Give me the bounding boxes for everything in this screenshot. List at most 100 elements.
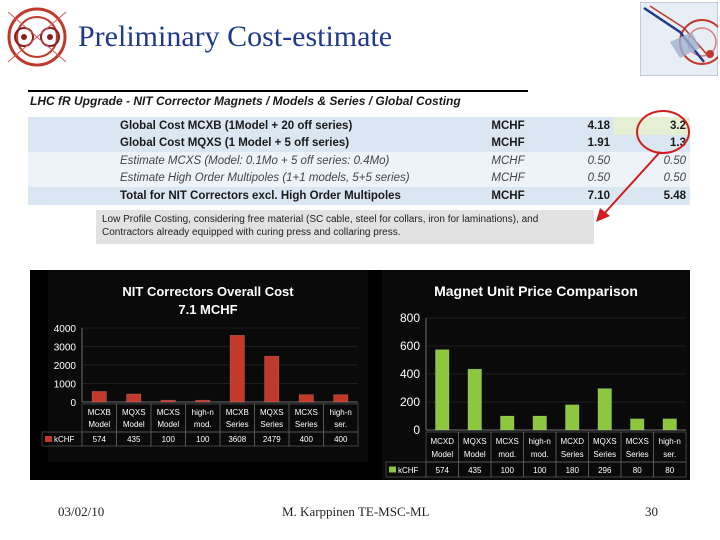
chart1-category-label: MCXS Series bbox=[295, 408, 318, 429]
cern-lhc-logo bbox=[2, 4, 72, 70]
chart2-bar bbox=[500, 415, 515, 431]
chart2-category-label: MCXS mod. bbox=[496, 437, 519, 459]
chart2-y-tick-label: 0 bbox=[413, 423, 420, 437]
chart2-data-label: 574 bbox=[436, 466, 450, 475]
chart2-title: Magnet Unit Price Comparison bbox=[434, 283, 638, 299]
lhc-upgrade-logo bbox=[640, 2, 718, 76]
row-value-1: 0.50 bbox=[538, 152, 614, 170]
chart1-y-tick-label: 4000 bbox=[54, 324, 77, 335]
table-title: LHC fR Upgrade - NIT Corrector Magnets /… bbox=[30, 94, 461, 108]
chart2-table-cell bbox=[653, 461, 687, 478]
chart2-category-label: MQXS Model bbox=[463, 437, 487, 459]
chart1-category-label: high-n mod. bbox=[192, 408, 214, 429]
chart1-category-label: MCXB Series bbox=[226, 408, 249, 429]
chart2-data-label: 80 bbox=[665, 466, 674, 475]
chart2-data-label: 435 bbox=[468, 466, 482, 475]
title-divider bbox=[28, 90, 528, 92]
chart1-bar bbox=[160, 399, 176, 403]
chart2-category-label: high-n ser. bbox=[659, 437, 681, 459]
chart1-category-label: MCXB Model bbox=[88, 408, 111, 429]
chart1-bar bbox=[229, 335, 245, 403]
chart1-y-tick-label: 3000 bbox=[54, 343, 77, 354]
chart2-legend-cell bbox=[385, 461, 427, 478]
row-unit: MCHF bbox=[478, 152, 538, 170]
charts-panel: NIT Correctors Overall Cost 7.1 MCHF 0 1000… bbox=[30, 270, 690, 480]
chart2-bar bbox=[532, 415, 547, 431]
chart2-category-label: MCXD Series bbox=[560, 437, 584, 459]
highlight-ellipse bbox=[636, 110, 690, 154]
chart2-y-tick-label: 600 bbox=[400, 339, 420, 353]
row-value-1: 4.18 bbox=[538, 117, 614, 135]
row-value-2: 5.48 bbox=[614, 187, 690, 205]
chart2-data-label: 100 bbox=[501, 466, 515, 475]
chart1-legend-cell bbox=[41, 431, 83, 447]
chart1-y-tick-label: 2000 bbox=[54, 361, 77, 372]
row-value-1: 0.50 bbox=[538, 169, 614, 187]
chart2-data-label: 80 bbox=[633, 466, 642, 475]
chart2-y-tick-label: 800 bbox=[400, 311, 420, 325]
table-row: Estimate MCXS (Model: 0.1Mo + 5 off seri… bbox=[28, 152, 690, 170]
footer-page-number: 30 bbox=[645, 504, 658, 519]
row-description: Total for NIT Correctors excl. High Orde… bbox=[116, 187, 478, 205]
chart2-bar bbox=[662, 418, 677, 431]
cost-table: Global Cost MCXB (1Model + 20 off series… bbox=[28, 117, 690, 205]
chart2-category-label: MCXD Model bbox=[430, 437, 454, 459]
chart1-legend-swatch bbox=[45, 436, 52, 442]
chart1-y-tick-label: 1000 bbox=[54, 380, 77, 391]
chart2-legend-swatch bbox=[389, 466, 396, 473]
row-description: Global Cost MCXB (1Model + 20 off series… bbox=[116, 117, 478, 135]
chart2-data-label: 180 bbox=[566, 466, 580, 475]
table-row: Global Cost MQXS (1 Model + 5 off series… bbox=[28, 134, 690, 152]
chart1-data-label: 400 bbox=[334, 435, 348, 444]
row-value-1: 1.91 bbox=[538, 134, 614, 152]
chart1-data-label: 435 bbox=[127, 435, 141, 444]
chart2-bar bbox=[467, 368, 482, 431]
chart2-y-tick-label: 400 bbox=[400, 367, 420, 381]
chart2-background bbox=[382, 270, 690, 480]
chart1-bar bbox=[264, 355, 280, 403]
chart1-category-label: high-n ser. bbox=[330, 408, 352, 429]
chart1-background bbox=[48, 270, 368, 462]
chart1-category-label: MQXS Model bbox=[122, 408, 146, 429]
chart1-data-label: 574 bbox=[93, 435, 107, 444]
chart1-bar bbox=[298, 394, 314, 403]
row-value-2: 0.50 bbox=[614, 169, 690, 187]
chart1-data-label: 100 bbox=[196, 435, 210, 444]
slide-title: Preliminary Cost-estimate bbox=[78, 20, 393, 53]
chart1-subtitle: 7.1 MCHF bbox=[178, 302, 237, 317]
chart1-bar bbox=[333, 394, 349, 403]
chart1-table-cell bbox=[323, 431, 359, 447]
table-row: Global Cost MCXB (1Model + 20 off series… bbox=[28, 117, 690, 135]
chart1-data-label: 3608 bbox=[228, 435, 246, 444]
footer-date: 03/02/10 bbox=[58, 504, 105, 519]
table-row: Total for NIT Correctors excl. High Orde… bbox=[28, 187, 690, 205]
chart2-category-label: high-n mod. bbox=[529, 437, 551, 459]
chart2-legend-label: kCHF bbox=[398, 466, 419, 475]
row-value-1: 7.10 bbox=[538, 187, 614, 205]
row-description: Global Cost MQXS (1 Model + 5 off series… bbox=[116, 134, 478, 152]
chart1-legend-label: kCHF bbox=[54, 435, 75, 444]
row-unit: MCHF bbox=[478, 169, 538, 187]
chart1-bar bbox=[91, 391, 107, 403]
row-value-2: 0.50 bbox=[614, 152, 690, 170]
chart2-data-label: 100 bbox=[533, 466, 547, 475]
row-unit: MCHF bbox=[478, 187, 538, 205]
row-description: Estimate MCXS (Model: 0.1Mo + 5 off seri… bbox=[116, 152, 478, 170]
chart2-category-label: MQXS Series bbox=[593, 437, 617, 459]
chart1-bar bbox=[126, 393, 142, 403]
chart1-bar bbox=[195, 399, 211, 403]
chart1-data-label: 2479 bbox=[263, 435, 281, 444]
chart1-y-tick-label: 0 bbox=[70, 398, 76, 409]
row-description: Estimate High Order Multipoles (1+1 mode… bbox=[116, 169, 478, 187]
chart1-data-label: 100 bbox=[162, 435, 176, 444]
chart1-title: NIT Correctors Overall Cost bbox=[122, 284, 294, 299]
chart2-bar bbox=[597, 388, 612, 431]
chart1-category-label: MQXS Series bbox=[260, 408, 284, 429]
row-unit: MCHF bbox=[478, 134, 538, 152]
chart2-data-label: 296 bbox=[598, 466, 612, 475]
chart2-bar bbox=[435, 349, 450, 431]
table-row: Estimate High Order Multipoles (1+1 mode… bbox=[28, 169, 690, 187]
row-unit: MCHF bbox=[478, 117, 538, 135]
footer-author: M. Karppinen TE-MSC-ML bbox=[282, 504, 430, 519]
